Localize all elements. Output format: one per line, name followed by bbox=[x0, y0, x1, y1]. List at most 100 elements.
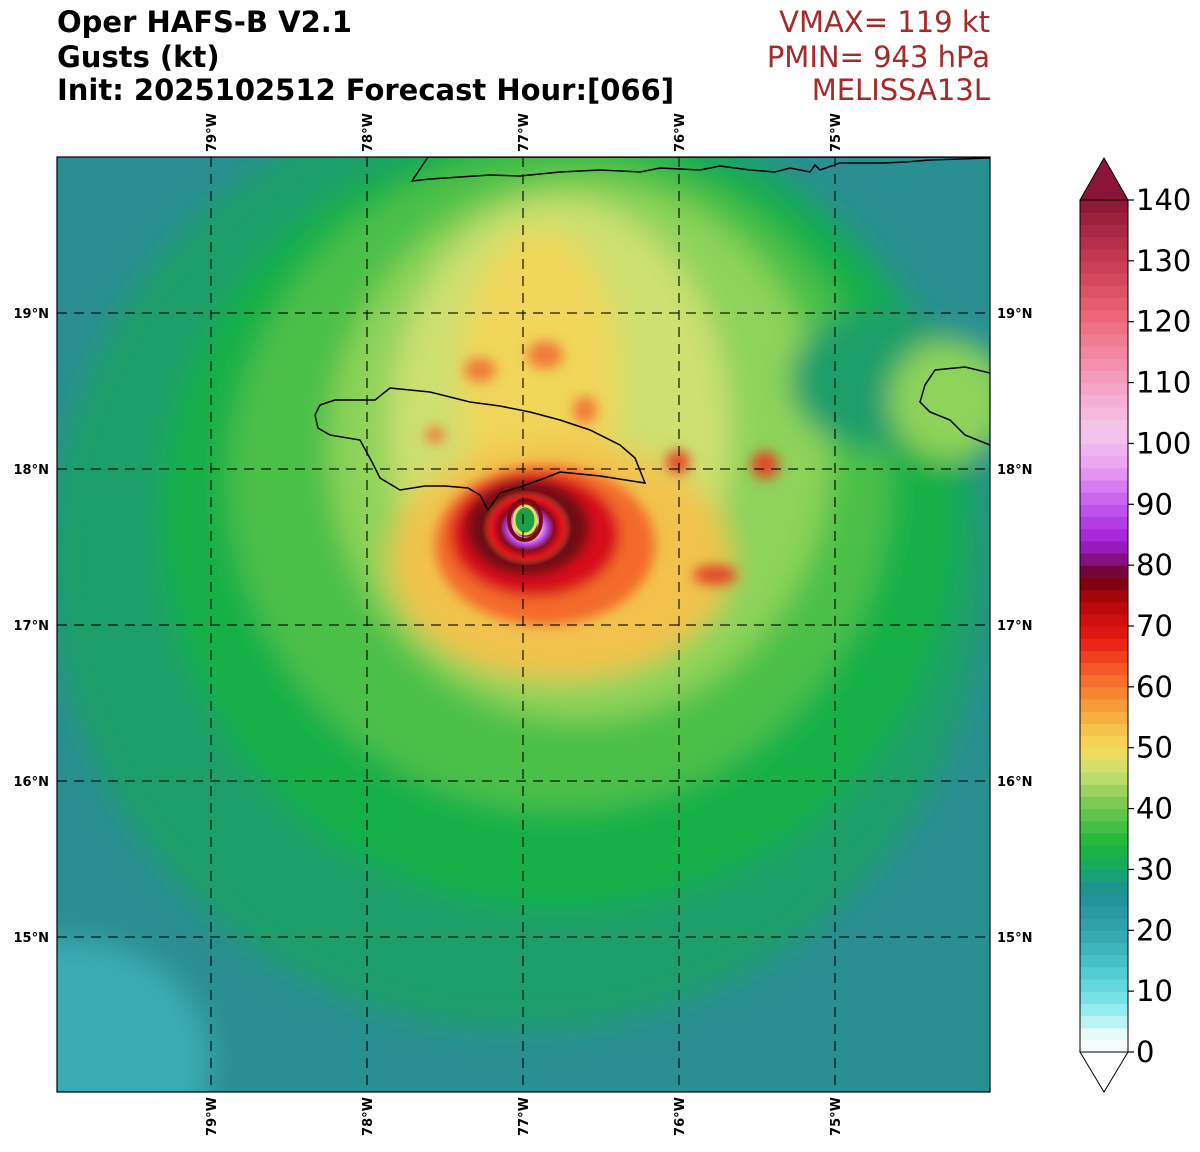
colorbar-band bbox=[1080, 723, 1128, 737]
colorbar-tick-label: 100 bbox=[1136, 426, 1191, 460]
colorbar-band bbox=[1080, 419, 1128, 432]
lat-label-left: 15°N bbox=[14, 931, 49, 946]
colorbar-band bbox=[1080, 346, 1128, 359]
vmax-label: VMAX= 119 kt bbox=[779, 5, 990, 39]
colorbar-band bbox=[1080, 467, 1128, 481]
graticule bbox=[57, 157, 990, 1092]
colorbar-tick-label: 60 bbox=[1136, 670, 1173, 704]
lon-label-top: 78°W bbox=[361, 113, 376, 152]
coastline-hispaniola bbox=[919, 366, 990, 446]
colorbar-band bbox=[1080, 966, 1128, 980]
lat-label-right: 19°N bbox=[997, 307, 1032, 322]
colorbar-tick-label: 110 bbox=[1136, 366, 1191, 400]
storm-name-label: MELISSA13L bbox=[811, 73, 990, 107]
colorbar-band bbox=[1080, 443, 1128, 457]
colorbar-band bbox=[1080, 540, 1128, 554]
lon-labels-top: 79°W 78°W 77°W 76°W 75°W bbox=[205, 113, 844, 152]
colorbar-band bbox=[1080, 881, 1128, 895]
colorbar-band bbox=[1080, 747, 1128, 761]
colorbar-band bbox=[1080, 516, 1128, 530]
colorbar-band bbox=[1080, 382, 1128, 396]
colorbar-band bbox=[1080, 601, 1128, 615]
colorbar-band bbox=[1080, 942, 1128, 956]
colorbar-band bbox=[1080, 784, 1128, 797]
colorbar-band bbox=[1080, 650, 1128, 664]
colorbar-extend-max bbox=[1079, 156, 1129, 201]
colorbar-band bbox=[1080, 479, 1128, 493]
lat-labels-left: 19°N 18°N 17°N 16°N 15°N bbox=[14, 307, 49, 946]
colorbar-extend-min bbox=[1079, 1051, 1129, 1093]
colorbar-band bbox=[1080, 504, 1128, 518]
colorbar-band bbox=[1080, 431, 1128, 445]
colorbar-band bbox=[1080, 662, 1128, 676]
colorbar-band bbox=[1080, 978, 1128, 992]
colorbar-band bbox=[1080, 638, 1128, 651]
colorbar-band bbox=[1080, 845, 1128, 858]
lat-label-right: 17°N bbox=[997, 619, 1032, 634]
colorbar-band bbox=[1080, 224, 1128, 238]
colorbar-band bbox=[1080, 321, 1128, 335]
colorbar-band bbox=[1080, 309, 1128, 323]
lon-label-bottom: 77°W bbox=[517, 1097, 532, 1136]
lon-labels-bottom: 79°W 78°W 77°W 76°W 75°W bbox=[205, 1097, 844, 1136]
colorbar-band bbox=[1080, 370, 1128, 384]
colorbar-tick-label: 80 bbox=[1136, 548, 1173, 582]
coastline-cuba bbox=[410, 157, 990, 182]
colorbar-band bbox=[1080, 626, 1128, 639]
lon-label-bottom: 76°W bbox=[673, 1097, 688, 1136]
lon-label-top: 77°W bbox=[517, 113, 532, 152]
lon-label-bottom: 79°W bbox=[205, 1097, 220, 1136]
colorbar-band bbox=[1080, 589, 1128, 603]
colorbar-band bbox=[1080, 455, 1128, 469]
colorbar-band bbox=[1080, 273, 1128, 286]
colorbar-band bbox=[1080, 796, 1128, 810]
lat-label-right: 16°N bbox=[997, 775, 1032, 790]
colorbar-tick-label: 90 bbox=[1136, 487, 1173, 521]
colorbar-band bbox=[1080, 285, 1128, 298]
colorbar-band bbox=[1080, 735, 1128, 749]
colorbar-tick-label: 130 bbox=[1136, 244, 1191, 278]
lon-label-top: 79°W bbox=[205, 113, 220, 152]
colorbar-band bbox=[1080, 297, 1128, 311]
colorbar-band bbox=[1080, 613, 1128, 627]
colorbar-band bbox=[1080, 212, 1128, 225]
colorbar-band bbox=[1080, 674, 1128, 688]
colorbar-band bbox=[1080, 260, 1128, 274]
colorbar-band bbox=[1080, 772, 1128, 785]
colorbar-band bbox=[1080, 954, 1128, 968]
lon-label-top: 75°W bbox=[829, 113, 844, 152]
colorbar-band bbox=[1080, 394, 1128, 408]
colorbar-band bbox=[1080, 565, 1128, 578]
colorbar-band bbox=[1080, 711, 1128, 724]
colorbar-band bbox=[1080, 200, 1128, 213]
lat-labels-right: 19°N 18°N 17°N 16°N 15°N bbox=[997, 307, 1032, 946]
colorbar-band bbox=[1080, 918, 1128, 931]
lon-label-bottom: 78°W bbox=[361, 1097, 376, 1136]
colorbar-band bbox=[1080, 333, 1128, 347]
colorbar-band bbox=[1080, 808, 1128, 822]
title-variable: Gusts (kt) bbox=[57, 40, 220, 74]
colorbar-tick-label: 50 bbox=[1136, 731, 1173, 765]
colorbar-band bbox=[1080, 699, 1128, 712]
colorbar: 0 10 20 30 40 50 60 70 80 90 100 110 120 130 140 bbox=[1079, 156, 1191, 1093]
title-init-forecast-hour: Init: 2025102512 Forecast Hour:[066] bbox=[57, 73, 675, 107]
colorbar-tick-label: 70 bbox=[1136, 609, 1173, 643]
colorbar-band bbox=[1080, 1039, 1128, 1053]
colorbar-band bbox=[1080, 358, 1128, 371]
colorbar-band bbox=[1080, 857, 1128, 871]
colorbar-band bbox=[1080, 236, 1128, 250]
coastline-jamaica bbox=[314, 387, 647, 512]
colorbar-band bbox=[1080, 759, 1128, 773]
lat-label-right: 15°N bbox=[997, 931, 1032, 946]
lat-label-right: 18°N bbox=[997, 463, 1032, 478]
colorbar-band bbox=[1080, 552, 1128, 566]
lat-label-left: 17°N bbox=[14, 619, 49, 634]
colorbar-band bbox=[1080, 832, 1128, 846]
colorbar-band bbox=[1080, 905, 1128, 919]
colorbar-band bbox=[1080, 248, 1128, 262]
colorbar-tick-label: 20 bbox=[1136, 913, 1173, 947]
colorbar-band bbox=[1080, 528, 1128, 542]
lat-label-left: 19°N bbox=[14, 307, 49, 322]
colorbar-band bbox=[1080, 1027, 1128, 1041]
colorbar-band bbox=[1080, 492, 1128, 505]
